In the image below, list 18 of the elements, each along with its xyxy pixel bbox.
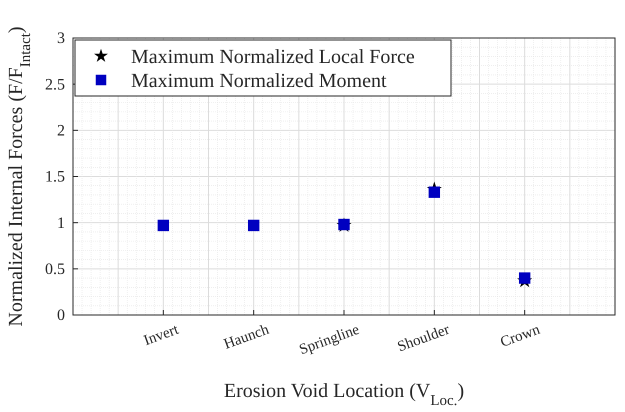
y-tick-label: 0 (57, 307, 65, 324)
point (158, 220, 170, 232)
y-tick-label: 1.5 (45, 168, 65, 186)
legend-label: Maximum Normalized Moment (131, 70, 387, 92)
y-tick-label: 2.5 (45, 76, 65, 94)
point (518, 272, 530, 284)
y-tick-label: 0.5 (45, 260, 65, 278)
y-tick-label: 1 (57, 214, 65, 232)
point (428, 186, 440, 198)
y-tick-label: 3 (57, 30, 65, 48)
x-tick-label: Shoulder (395, 322, 452, 356)
y-tick-label: 2 (57, 122, 65, 140)
x-tick-label: Crown (498, 322, 543, 351)
legend-label: Maximum Normalized Local Force (131, 46, 415, 68)
x-axis-title: Erosion Void Location (V$_{Loc.}$) (224, 380, 464, 409)
x-tick-label: Haunch (222, 322, 272, 353)
x-tick-label: Invert (142, 322, 182, 350)
point (248, 220, 260, 232)
